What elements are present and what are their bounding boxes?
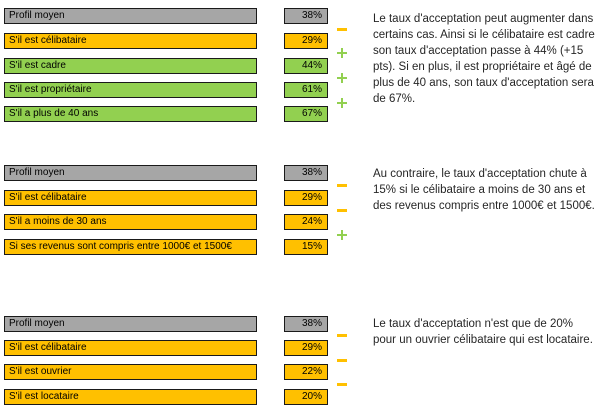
commentary-text: Au contraire, le taux d'acceptation chut… xyxy=(373,168,595,212)
row-label: S'il a plus de 40 ans xyxy=(4,106,257,122)
plus-icon xyxy=(334,45,350,61)
row-revenus: Si ses revenus sont compris entre 1000€ … xyxy=(0,239,600,257)
row-label: Profil moyen xyxy=(4,165,257,181)
row-celibataire: S'il est célibataire 29% xyxy=(0,190,600,208)
row-value: 44% xyxy=(284,58,328,74)
row-value: 38% xyxy=(284,165,328,181)
commentary-text: Le taux d'acceptation peut augmenter dan… xyxy=(373,13,595,105)
row-label: Profil moyen xyxy=(4,316,257,332)
row-value: 38% xyxy=(284,8,328,24)
row-value: 20% xyxy=(284,389,328,405)
row-value: 29% xyxy=(284,33,328,49)
row-label: S'il est célibataire xyxy=(4,190,257,206)
row-celibataire: S'il est célibataire 29% xyxy=(0,340,600,358)
row-moins-30-ans: S'il a moins de 30 ans 24% xyxy=(0,214,600,232)
row-label: Si ses revenus sont compris entre 1000€ … xyxy=(4,239,257,255)
row-label: S'il est propriétaire xyxy=(4,82,257,98)
row-cadre: S'il est cadre 44% xyxy=(0,58,600,76)
row-value: 29% xyxy=(284,190,328,206)
plus-icon xyxy=(334,95,350,111)
row-locataire: S'il est locataire 20% xyxy=(0,389,600,407)
row-plus-40-ans: S'il a plus de 40 ans 67% xyxy=(0,106,600,124)
row-profil-moyen: Profil moyen 38% xyxy=(0,8,600,26)
commentary-text: Le taux d'acceptation n'est que de 20% p… xyxy=(373,318,593,346)
minus-icon xyxy=(334,21,350,37)
row-profil-moyen: Profil moyen 38% xyxy=(0,165,600,183)
row-label: S'il a moins de 30 ans xyxy=(4,214,257,230)
row-ouvrier: S'il est ouvrier 22% xyxy=(0,364,600,382)
row-value: 15% xyxy=(284,239,328,255)
row-value: 38% xyxy=(284,316,328,332)
minus-icon xyxy=(334,352,350,368)
row-label: S'il est ouvrier xyxy=(4,364,257,380)
row-label: S'il est locataire xyxy=(4,389,257,405)
row-value: 24% xyxy=(284,214,328,230)
minus-icon xyxy=(334,202,350,218)
row-profil-moyen: Profil moyen 38% xyxy=(0,316,600,334)
row-value: 67% xyxy=(284,106,328,122)
row-label: Profil moyen xyxy=(4,8,257,24)
row-label: S'il est célibataire xyxy=(4,340,257,356)
plus-icon xyxy=(334,70,350,86)
row-label: S'il est célibataire xyxy=(4,33,257,49)
plus-icon xyxy=(334,227,350,243)
minus-icon xyxy=(334,327,350,343)
row-value: 22% xyxy=(284,364,328,380)
minus-icon xyxy=(334,376,350,392)
minus-icon xyxy=(334,177,350,193)
row-proprietaire: S'il est propriétaire 61% xyxy=(0,82,600,100)
row-label: S'il est cadre xyxy=(4,58,257,74)
row-value: 29% xyxy=(284,340,328,356)
row-celibataire: S'il est célibataire 29% xyxy=(0,33,600,51)
row-value: 61% xyxy=(284,82,328,98)
